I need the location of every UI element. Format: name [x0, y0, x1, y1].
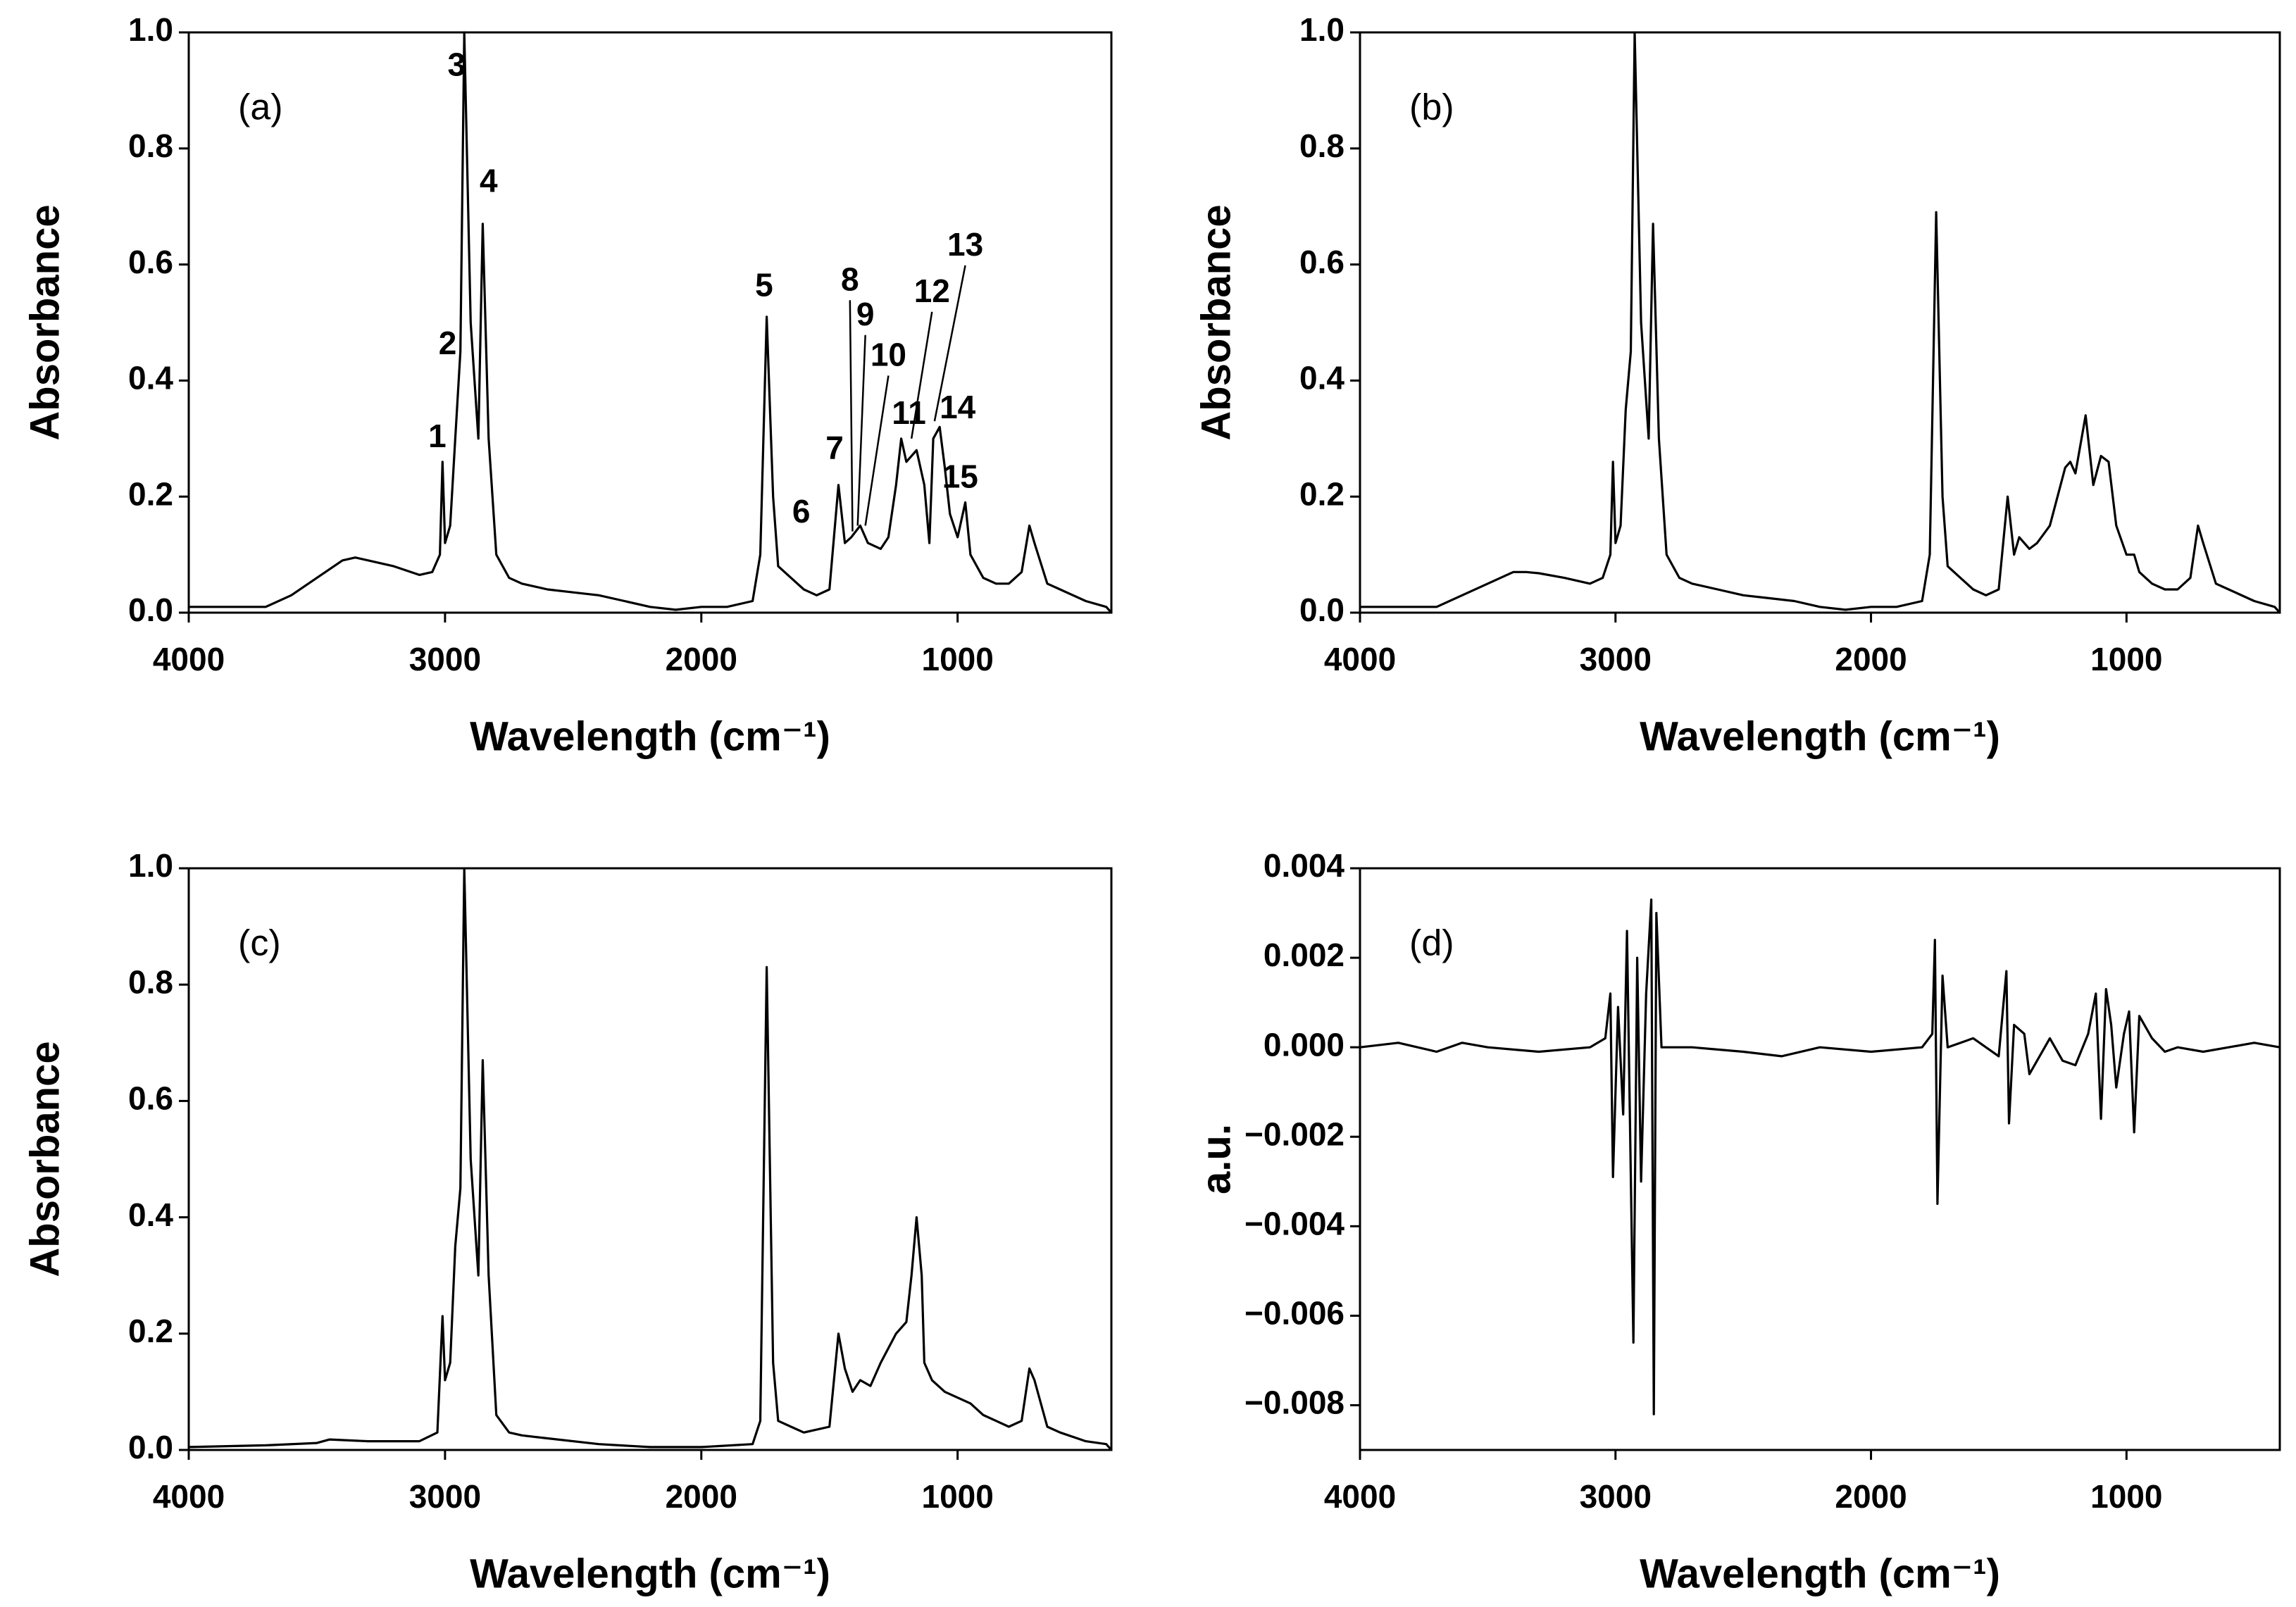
- x-tick-label: 1000: [2090, 641, 2162, 677]
- x-tick-label: 4000: [1324, 1478, 1396, 1515]
- panel-title: (d): [1409, 923, 1454, 964]
- y-tick-label: 0.2: [1299, 475, 1344, 512]
- x-axis-label: Wavelength (cm⁻¹): [470, 713, 830, 759]
- y-tick-label: 0.2: [128, 475, 173, 512]
- x-tick-label: 2000: [1835, 1478, 1907, 1515]
- y-tick-label: 0.8: [1299, 127, 1344, 164]
- y-tick-label: 1.0: [1299, 11, 1344, 48]
- x-tick-label: 4000: [1324, 641, 1396, 677]
- y-tick-label: 0.6: [128, 244, 173, 280]
- spectrum-line: [188, 867, 1113, 1451]
- y-tick-label: 0.8: [128, 127, 173, 164]
- x-tick-label: 2000: [666, 1478, 737, 1515]
- y-axis-label: Absorbance: [1193, 204, 1239, 440]
- leader-line: [856, 334, 866, 526]
- y-tick-label: −0.006: [1244, 1295, 1344, 1332]
- peak-label: 3: [447, 46, 466, 83]
- plot-frame: [1359, 867, 2281, 1451]
- peak-label: 7: [825, 429, 844, 465]
- y-tick-label: 0.6: [1299, 244, 1344, 280]
- peak-label: 11: [892, 394, 926, 431]
- x-tick-label: 3000: [409, 1478, 481, 1515]
- y-tick-label: 0.0: [128, 592, 173, 628]
- panel-title: (c): [238, 923, 281, 964]
- x-tick-label: 1000: [921, 1478, 993, 1515]
- plot-frame: [187, 867, 1113, 1451]
- y-tick-label: −0.008: [1244, 1384, 1344, 1421]
- panel-title: (a): [238, 87, 283, 128]
- x-tick-label: 3000: [1580, 1478, 1652, 1515]
- y-tick-label: 0.004: [1264, 847, 1345, 884]
- peak-label: 4: [480, 162, 498, 199]
- peak-label: 2: [439, 325, 457, 361]
- spectrum-line: [189, 31, 1113, 614]
- y-tick-label: 0.0: [1299, 592, 1344, 628]
- y-tick-label: 1.0: [128, 847, 173, 884]
- y-tick-label: 0.4: [128, 360, 173, 396]
- y-tick-label: 0.4: [128, 1196, 173, 1233]
- leader-line: [849, 300, 854, 532]
- x-tick-label: 4000: [153, 1478, 225, 1515]
- plot-frame: [187, 31, 1113, 614]
- x-tick-label: 2000: [666, 641, 737, 677]
- panel: 0.0 0.2 0.4 0.6 0.8 1.0 4000 3000 2000 1000 Wavele…: [1193, 11, 2281, 759]
- panel: −0.008 −0.006 −0.004 −0.002 0.000 0.002 0.004 4…: [1193, 847, 2281, 1596]
- x-axis-label: Wavelength (cm⁻¹): [1640, 1551, 2000, 1596]
- panel: 0.0 0.2 0.4 0.6 0.8 1.0 4000 3000 2000 1000 Wavele…: [22, 847, 1113, 1596]
- panel: 0.0 0.2 0.4 0.6 0.8 1.0 4000 3000 2000 1000 Wavele…: [22, 11, 1113, 759]
- y-tick-label: 0.6: [128, 1080, 173, 1117]
- y-tick-label: 0.4: [1299, 360, 1344, 396]
- leader-line: [933, 265, 966, 422]
- panel-title: (b): [1409, 87, 1454, 128]
- x-tick-label: 1000: [921, 641, 993, 677]
- y-tick-label: −0.002: [1244, 1115, 1344, 1152]
- y-tick-label: 0.002: [1264, 937, 1344, 973]
- x-tick-label: 1000: [2090, 1478, 2162, 1515]
- spectrum-line: [1359, 898, 2281, 1415]
- y-tick-label: 1.0: [128, 11, 173, 48]
- peak-label: 12: [914, 273, 950, 309]
- y-tick-label: 0.0: [128, 1429, 173, 1465]
- plot-frame: [1359, 31, 2281, 614]
- leader-line: [864, 375, 890, 526]
- x-tick-label: 4000: [153, 641, 225, 677]
- peak-label: 15: [942, 458, 978, 495]
- peak-label: 10: [871, 337, 906, 373]
- spectrum-line: [1360, 31, 2281, 614]
- peak-label: 8: [841, 261, 859, 297]
- x-tick-label: 2000: [1835, 641, 1907, 677]
- y-tick-label: 0.000: [1264, 1026, 1344, 1063]
- x-tick-label: 3000: [1580, 641, 1652, 677]
- y-axis-label: Absorbance: [22, 204, 68, 440]
- y-tick-label: 0.8: [128, 963, 173, 1000]
- x-tick-label: 3000: [409, 641, 481, 677]
- y-tick-label: 0.2: [128, 1313, 173, 1349]
- leader-line: [910, 311, 933, 439]
- x-axis-label: Wavelength (cm⁻¹): [1640, 713, 2000, 759]
- y-tick-label: −0.004: [1244, 1205, 1344, 1242]
- peak-label: 6: [792, 493, 811, 530]
- y-axis-label: Absorbance: [22, 1041, 68, 1277]
- peak-label: 1: [428, 418, 447, 454]
- peak-label: 5: [755, 267, 773, 304]
- peak-label: 9: [856, 296, 875, 332]
- peak-label: 14: [940, 389, 976, 425]
- x-axis-label: Wavelength (cm⁻¹): [470, 1551, 830, 1596]
- y-axis-label: a.u.: [1193, 1124, 1239, 1194]
- peak-label: 13: [947, 226, 983, 263]
